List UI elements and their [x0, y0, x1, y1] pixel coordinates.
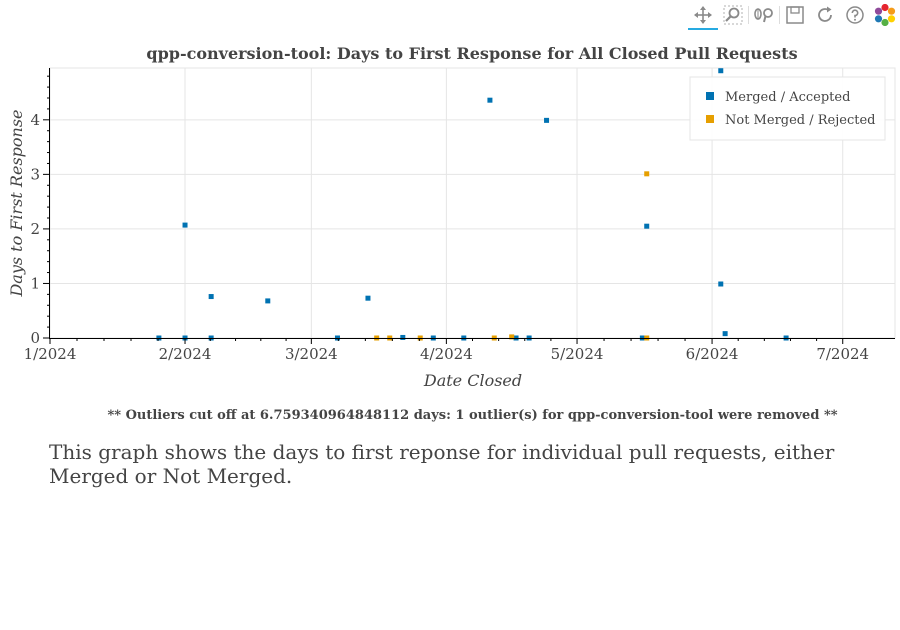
- horizontal-grid: [50, 119, 895, 339]
- chart-toolbar: [688, 0, 900, 30]
- y-axis-label: Days to First Response: [7, 109, 26, 297]
- merged-point[interactable]: [365, 295, 371, 301]
- y-tick-label: 3: [30, 165, 40, 183]
- merged-point[interactable]: [722, 331, 728, 337]
- y-tick-label: 2: [30, 220, 40, 238]
- x-tick-label: 3/2024: [285, 345, 338, 363]
- x-tick-label: 6/2024: [686, 345, 739, 363]
- legend-box: [689, 76, 886, 141]
- box-zoom-icon: [723, 5, 743, 25]
- box-zoom-tool[interactable]: [718, 0, 748, 30]
- bokeh-logo[interactable]: [870, 0, 900, 30]
- legend: Merged / Accepted Not Merged / Rejected: [689, 76, 886, 141]
- merged-point[interactable]: [718, 68, 724, 74]
- x-tick-label: 5/2024: [551, 345, 604, 363]
- toolbar-separator: [748, 6, 749, 24]
- wheel-zoom-icon: [754, 8, 773, 23]
- merged-point[interactable]: [208, 294, 214, 300]
- reset-tool[interactable]: [810, 0, 840, 30]
- x-tick-label: 7/2024: [816, 345, 869, 363]
- y-axis: 0 1 2 3 4 Days to First Response: [7, 68, 50, 347]
- save-tool[interactable]: [780, 0, 810, 30]
- not-merged-point[interactable]: [644, 171, 650, 177]
- merged-point[interactable]: [400, 334, 406, 340]
- help-tool[interactable]: [840, 0, 870, 30]
- x-tick-label: 2/2024: [159, 345, 212, 363]
- help-icon: [846, 6, 864, 24]
- chart-description: This graph shows the days to first repon…: [49, 440, 835, 488]
- reset-icon: [818, 6, 832, 22]
- y-tick-label: 1: [30, 274, 40, 292]
- not-merged-point[interactable]: [509, 334, 515, 340]
- x-tick-label: 4/2024: [420, 345, 473, 363]
- x-axis-label: Date Closed: [423, 371, 522, 390]
- merged-point[interactable]: [644, 223, 650, 229]
- merged-point[interactable]: [182, 222, 188, 228]
- merged-point[interactable]: [718, 281, 724, 287]
- legend-swatch-not-merged: [706, 115, 714, 123]
- toolbar-separator: [779, 6, 780, 24]
- x-axis-ticks: 1/2024 2/2024 3/2024 4/2024 5/2024 6/2024 7/20…: [24, 338, 869, 363]
- y-axis-ticks: 0 1 2 3 4: [30, 75, 50, 347]
- outlier-note: ** Outliers cut off at 6.759340964848112…: [107, 408, 838, 423]
- y-tick-label: 0: [30, 329, 40, 347]
- scatter-chart[interactable]: qpp-conversion-tool: Days to First Respo…: [0, 30, 900, 400]
- x-tick-label: 1/2024: [24, 345, 77, 363]
- bokeh-logo-icon: [874, 4, 896, 26]
- chart-title: qpp-conversion-tool: Days to First Respo…: [146, 44, 797, 63]
- legend-label-merged: Merged / Accepted: [725, 90, 850, 105]
- pan-tool[interactable]: [688, 0, 718, 30]
- merged-point[interactable]: [265, 298, 271, 304]
- y-tick-label: 4: [30, 111, 40, 129]
- legend-label-not-merged: Not Merged / Rejected: [725, 113, 875, 128]
- save-icon: [786, 6, 804, 24]
- merged-point[interactable]: [487, 97, 493, 103]
- merged-point[interactable]: [544, 117, 550, 123]
- wheel-zoom-tool[interactable]: [749, 0, 779, 30]
- move-icon: [694, 6, 712, 24]
- x-axis: 1/2024 2/2024 3/2024 4/2024 5/2024 6/2024 7/20…: [24, 338, 895, 390]
- legend-swatch-merged: [706, 92, 714, 100]
